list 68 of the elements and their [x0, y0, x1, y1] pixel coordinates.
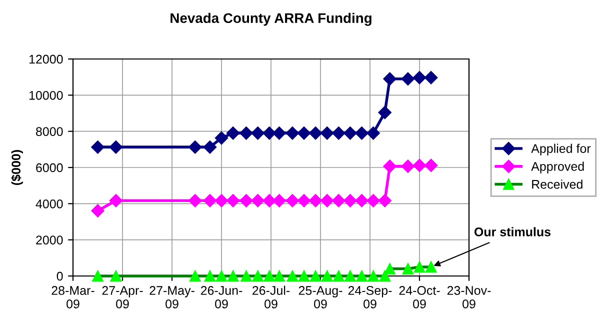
point: [424, 158, 438, 172]
point: [412, 71, 426, 84]
point: [203, 194, 217, 208]
point: [320, 194, 334, 208]
y-tick-label: 8000: [36, 127, 63, 136]
x-tick-label: 25-Aug-09: [298, 286, 342, 308]
x-tick-label: 24-Sep-09: [348, 286, 392, 308]
point: [297, 126, 311, 140]
point: [332, 194, 346, 208]
point: [344, 126, 357, 140]
y-tick-label: 4000: [36, 199, 63, 208]
x-tick-label: 28-Mar-09: [52, 286, 94, 308]
point: [214, 194, 228, 208]
point: [401, 72, 415, 86]
point: [262, 126, 276, 140]
point: [378, 106, 392, 120]
point: [226, 126, 240, 140]
x-tick-label: 27-May-09: [150, 286, 194, 308]
legend-label: Applied for: [531, 144, 591, 156]
x-tick-label: 26-Jun-09: [200, 286, 242, 308]
point: [272, 126, 286, 140]
point: [378, 194, 392, 208]
y-tick-label: 0: [56, 272, 63, 281]
y-tick-label: 6000: [36, 163, 63, 172]
point: [286, 126, 300, 140]
point: [188, 140, 202, 154]
x-tick-label: 23-Nov-09: [447, 286, 491, 308]
point: [412, 158, 426, 172]
point: [188, 194, 202, 208]
point: [383, 72, 396, 86]
point: [251, 126, 264, 140]
point: [251, 194, 264, 208]
point: [401, 160, 415, 173]
point: [272, 194, 286, 208]
point: [366, 194, 380, 208]
legend-label: Received: [532, 180, 582, 189]
point: [262, 194, 276, 208]
point: [424, 71, 438, 84]
x-tick-label: 26-Jul-09: [252, 286, 290, 308]
point: [214, 131, 228, 145]
point: [226, 194, 240, 208]
point: [308, 126, 322, 140]
point: [344, 194, 357, 208]
point: [297, 194, 311, 208]
x-tick-label: 27-Apr-09: [102, 286, 143, 308]
point: [286, 194, 300, 208]
annotation: Our stimulus: [474, 227, 551, 236]
x-tick-label: 24-Oct-09: [399, 286, 440, 308]
point: [320, 126, 334, 140]
point: [355, 194, 368, 208]
point: [109, 194, 122, 208]
point: [366, 126, 380, 140]
point: [332, 126, 346, 140]
point: [240, 126, 253, 140]
point: [109, 140, 122, 154]
chart-title: Nevada County ARRA Funding: [170, 12, 372, 26]
y-tick-label: 12000: [29, 54, 63, 64]
point: [203, 140, 217, 154]
legend-label: Approved: [531, 162, 584, 174]
point: [355, 126, 368, 140]
point: [91, 204, 104, 218]
point: [308, 194, 322, 208]
point: [383, 160, 396, 173]
y-axis-title: ($000): [11, 150, 23, 185]
y-tick-label: 2000: [36, 236, 63, 244]
y-tick-label: 10000: [29, 90, 63, 100]
point: [91, 140, 104, 154]
point: [240, 194, 253, 208]
